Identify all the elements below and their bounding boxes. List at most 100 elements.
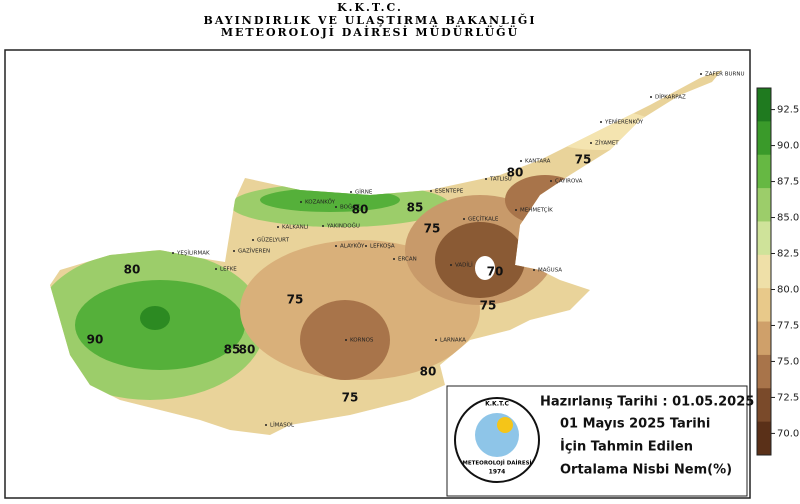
contour-label: 90 xyxy=(87,333,104,347)
colorbar-swatch xyxy=(757,121,771,156)
colorbar-swatch xyxy=(757,88,771,122)
place-label: ZİYAMET xyxy=(595,140,619,147)
place-label: ALAYKÖY xyxy=(340,243,365,250)
place-marker xyxy=(350,191,352,193)
place-marker xyxy=(277,226,279,228)
logo-text: 1974 xyxy=(489,469,506,476)
colorbar-swatch xyxy=(757,221,771,256)
logo-sun xyxy=(497,417,513,433)
place-marker xyxy=(300,201,302,203)
place-marker xyxy=(435,339,437,341)
colorbar-tick-label: 77.5 xyxy=(777,320,799,331)
colorbar-swatch xyxy=(757,321,771,356)
colorbar-swatch xyxy=(757,154,771,189)
contour-label: 80 xyxy=(124,263,141,277)
contour-label: 75 xyxy=(287,293,304,307)
contour-label: 75 xyxy=(342,391,359,405)
place-marker xyxy=(335,245,337,247)
colorbar-swatch xyxy=(757,421,771,456)
place-label: ZAFER BURNU xyxy=(705,72,745,78)
place-marker xyxy=(322,225,324,227)
place-label: BOĞAZ xyxy=(340,204,360,211)
colorbar-tick-label: 80.0 xyxy=(777,284,799,295)
colorbar-swatch xyxy=(757,388,771,423)
place-marker xyxy=(550,180,552,182)
place-label: KORNOS xyxy=(350,338,374,344)
contour-label: 85 xyxy=(407,201,424,215)
contour-label: 80 xyxy=(507,166,524,180)
colorbar-frame xyxy=(756,87,772,456)
place-marker xyxy=(450,264,452,266)
place-label: MAĞUSA xyxy=(538,267,562,274)
colorbar-tick-label: 90.0 xyxy=(777,141,799,152)
place-marker xyxy=(215,268,217,270)
info-text: 01 Mayıs 2025 Tarihi xyxy=(560,417,710,432)
place-label: TATLISU xyxy=(489,177,512,183)
header-line: METEOROLOJİ DAİRESİ MÜDÜRLÜĞÜ xyxy=(221,25,519,39)
place-marker xyxy=(365,245,367,247)
colorbar-swatch xyxy=(757,188,771,222)
place-label: YENİERENKÖY xyxy=(604,119,644,126)
place-label: LİMASOL xyxy=(270,422,295,429)
colorbar-tick-label: 92.5 xyxy=(777,105,799,116)
colorbar-swatch xyxy=(757,354,771,389)
place-marker xyxy=(345,339,347,341)
place-marker xyxy=(650,96,652,98)
humid-zone xyxy=(140,306,170,330)
place-label: GAZİVEREN xyxy=(238,248,270,255)
place-label: DİPKARPAZ xyxy=(655,94,686,101)
info-text: Hazırlanış Tarihi : 01.05.2025 xyxy=(540,395,754,410)
place-marker xyxy=(463,218,465,220)
colorbar-tick-label: 82.5 xyxy=(777,249,799,260)
place-marker xyxy=(393,258,395,260)
colorbar-swatch xyxy=(757,254,771,289)
contour-label: 75 xyxy=(480,299,497,313)
place-label: KOZANKÖY xyxy=(305,199,336,206)
place-label: KANTARA xyxy=(525,159,551,165)
place-label: LEFKOŞA xyxy=(370,244,395,250)
place-marker xyxy=(252,239,254,241)
colorbar-tick-label: 85.0 xyxy=(777,213,799,224)
info-text: İçin Tahmin Edilen xyxy=(560,439,693,455)
colorbar-tick-label: 72.5 xyxy=(777,392,799,403)
place-label: ESENTEPE xyxy=(435,189,464,195)
contour-label: 75 xyxy=(575,153,592,167)
place-label: LEFKE xyxy=(220,267,237,273)
place-label: KALKANLI xyxy=(282,225,309,231)
contour-label: 80 xyxy=(352,203,369,217)
colorbar-tick-label: 87.5 xyxy=(777,177,799,188)
place-marker xyxy=(590,142,592,144)
place-marker xyxy=(485,178,487,180)
place-marker xyxy=(515,209,517,211)
place-label: YEŞİLIRMAK xyxy=(176,250,210,257)
logo-text: METEOROLOJİ DAİRESİ xyxy=(462,460,531,467)
logo-sky xyxy=(475,413,519,457)
place-label: GEÇİTKALE xyxy=(468,216,499,223)
info-text: Ortalama Nisbi Nem(%) xyxy=(560,463,732,478)
place-label: LARNAKA xyxy=(440,338,466,344)
place-label: YAKINDOĞU xyxy=(326,223,360,230)
place-marker xyxy=(430,190,432,192)
place-marker xyxy=(233,250,235,252)
header-line: K.K.T.C. xyxy=(337,1,403,14)
place-label: ERCAN xyxy=(398,257,417,263)
place-marker xyxy=(600,121,602,123)
place-marker xyxy=(700,73,702,75)
place-marker xyxy=(335,206,337,208)
contour-label: 80 xyxy=(420,365,437,379)
place-label: GÜZELYURT xyxy=(257,237,290,244)
contour-label: 85 xyxy=(224,343,241,357)
colorbar-tick-label: 70.0 xyxy=(777,428,799,439)
place-marker xyxy=(172,252,174,254)
place-marker xyxy=(265,424,267,426)
place-label: VADİLİ xyxy=(455,262,473,269)
place-marker xyxy=(520,160,522,162)
place-label: ÇAYIROVA xyxy=(555,179,583,185)
colorbar-tick-label: 75.0 xyxy=(777,356,799,367)
place-marker xyxy=(533,269,535,271)
contour-label: 70 xyxy=(487,265,504,279)
dry-zone xyxy=(475,256,495,280)
place-label: MEHMETÇİK xyxy=(520,207,553,214)
